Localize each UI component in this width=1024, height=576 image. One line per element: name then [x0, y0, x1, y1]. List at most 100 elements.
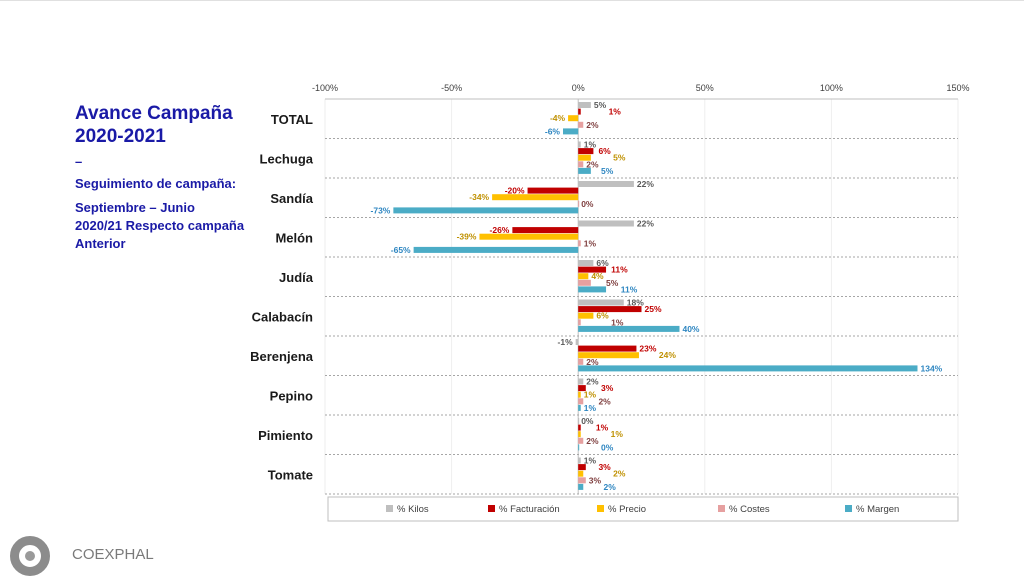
data-label: 0%: [601, 442, 614, 452]
data-label: 22%: [637, 219, 654, 229]
bar-costes: [578, 319, 581, 326]
data-label: 40%: [682, 324, 699, 334]
bar-margen: [563, 128, 579, 135]
bar-margen: [578, 444, 580, 451]
data-label: 2%: [586, 120, 599, 130]
coexphal-logo-icon: [10, 536, 50, 576]
data-label: 11%: [621, 284, 638, 294]
data-label: 5%: [601, 166, 614, 176]
data-label: 2%: [586, 377, 599, 387]
bar-margen: [393, 207, 579, 214]
data-label: 5%: [606, 278, 619, 288]
data-label: 6%: [596, 311, 609, 321]
bar-costes: [578, 477, 586, 484]
data-label: 2%: [586, 436, 599, 446]
bar-precio: [578, 312, 594, 319]
bar-margen: [578, 483, 584, 490]
category-label: TOTAL: [271, 112, 313, 127]
category-label: Judía: [279, 270, 314, 285]
legend-label: % Kilos: [397, 504, 429, 515]
data-label: 0%: [581, 199, 594, 209]
separator: –: [75, 154, 83, 169]
data-label: 1%: [596, 423, 609, 433]
data-label: 23%: [639, 344, 656, 354]
bar-precio: [578, 470, 584, 477]
bar-facturacin: [512, 227, 579, 234]
data-label: 1%: [584, 238, 597, 248]
bar-kilos: [578, 181, 634, 187]
data-label: 4%: [591, 271, 604, 281]
bar-costes: [578, 200, 580, 207]
data-label: 2%: [613, 469, 626, 479]
x-tick-label: 50%: [696, 83, 714, 93]
category-label: Tomate: [268, 467, 313, 482]
brand-name: COEXPHAL: [72, 546, 154, 563]
data-label: 25%: [645, 304, 662, 314]
bar-costes: [578, 398, 584, 405]
legend-label: % Precio: [608, 504, 646, 515]
category-label: Pimiento: [258, 428, 313, 443]
bar-kilos: [578, 418, 580, 424]
sidebar: Avance Campaña 2020-2021 – Seguimiento d…: [75, 102, 245, 253]
x-tick-label: 150%: [946, 83, 969, 93]
bar-precio: [578, 431, 581, 438]
bar-kilos: [578, 299, 624, 306]
data-label: 2%: [604, 482, 617, 492]
data-label: 3%: [589, 475, 602, 485]
x-tick-label: -100%: [312, 83, 338, 93]
legend-box: [327, 496, 959, 522]
category-label: Pepino: [270, 388, 313, 403]
bar-margen: [413, 246, 579, 253]
data-label: 1%: [584, 140, 597, 150]
data-label: 5%: [613, 153, 626, 163]
category-label: Melón: [275, 230, 313, 245]
data-label: 11%: [611, 265, 628, 275]
data-label: 1%: [609, 107, 622, 117]
bar-costes: [578, 240, 581, 247]
category-label: Calabacín: [252, 309, 313, 324]
data-label: 2%: [586, 159, 599, 169]
data-label: -4%: [550, 113, 566, 123]
bar-margen: [578, 365, 918, 372]
legend-swatch: [597, 505, 604, 512]
bar-precio: [479, 233, 579, 240]
bar-facturacin: [578, 306, 642, 313]
bar-costes: [578, 121, 584, 128]
legend-swatch: [386, 505, 393, 512]
data-label: -65%: [391, 245, 411, 255]
data-label: 1%: [584, 403, 597, 413]
data-label: 1%: [584, 390, 597, 400]
bar-kilos: [578, 260, 594, 266]
bar-kilos: [575, 339, 579, 345]
data-label: 134%: [920, 363, 942, 373]
bar-kilos: [578, 102, 591, 108]
data-label: 22%: [637, 179, 654, 189]
bar-precio: [578, 352, 639, 359]
legend-label: % Margen: [856, 504, 899, 515]
bar-precio: [578, 391, 581, 398]
data-label: 24%: [659, 350, 676, 360]
bar-costes: [578, 358, 584, 365]
legend-swatch: [845, 505, 852, 512]
category-label: Berenjena: [250, 349, 314, 364]
data-label: 0%: [581, 416, 594, 426]
bar-facturacin: [578, 266, 607, 273]
data-label: -20%: [505, 186, 525, 196]
data-label: 6%: [596, 258, 609, 268]
bar-precio: [578, 273, 589, 280]
bar-facturacin: [578, 148, 594, 155]
slide-subtitle: Seguimiento de campaña:: [75, 176, 237, 191]
data-label: 2%: [598, 396, 611, 406]
data-label: 3%: [598, 462, 611, 472]
bar-costes: [578, 161, 584, 168]
category-label: Lechuga: [260, 151, 314, 166]
bar-margen: [578, 404, 581, 411]
bar-facturacin: [578, 464, 586, 471]
data-label: -6%: [545, 126, 561, 136]
bar-kilos: [578, 141, 581, 148]
data-label: 1%: [584, 456, 597, 466]
data-label: 1%: [611, 429, 624, 439]
bar-kilos: [578, 457, 581, 464]
bar-facturacin: [578, 108, 581, 115]
